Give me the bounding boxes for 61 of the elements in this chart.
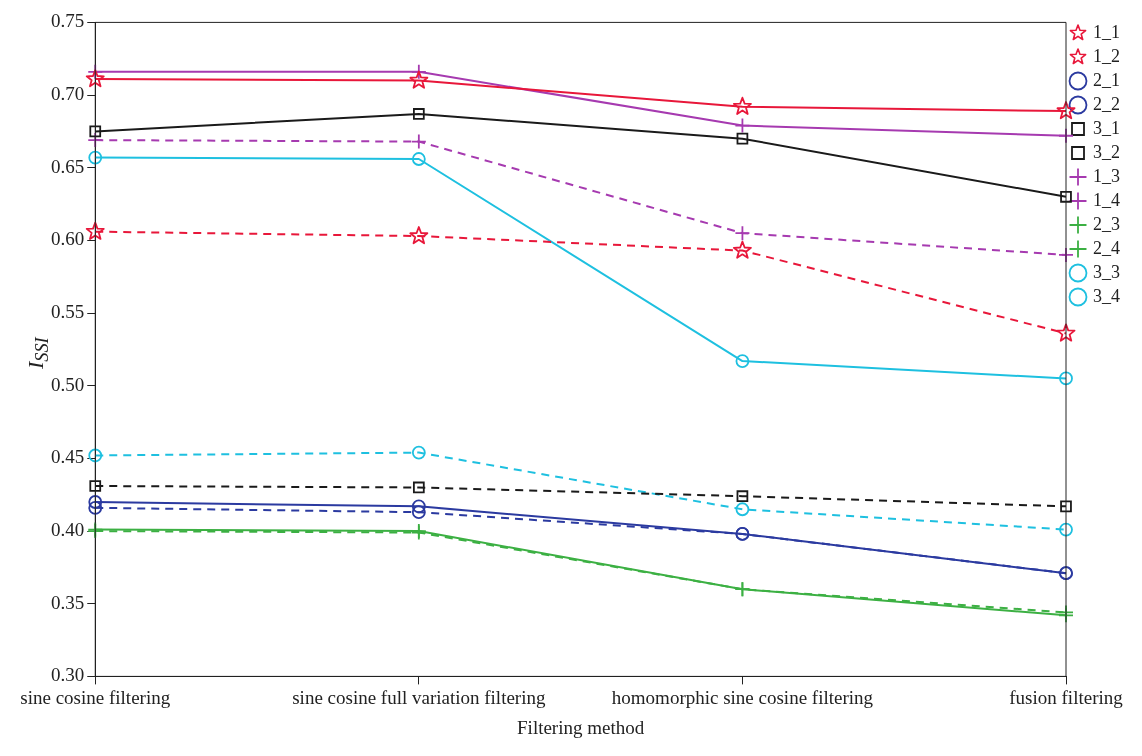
point: [1056, 323, 1076, 342]
point: [88, 150, 103, 165]
x-tick-label: sine cosine filtering: [20, 686, 171, 708]
point: [88, 448, 103, 463]
x-tick-label: sine cosine full variation filtering: [292, 686, 546, 708]
point: [736, 490, 749, 503]
legend-label: 3_3: [1093, 261, 1120, 282]
point: [411, 445, 426, 460]
y-tick-label: 0.70: [51, 83, 85, 105]
y-tick-label: 0.45: [51, 446, 85, 468]
legend-label: 2_2: [1093, 93, 1120, 114]
point: [410, 63, 427, 80]
y-tick-label: 0.55: [51, 301, 85, 323]
point: [410, 133, 427, 150]
point: [412, 108, 425, 120]
legend-label: 1_1: [1093, 21, 1120, 42]
y-tick-label: 0.75: [51, 10, 85, 32]
point: [411, 499, 426, 514]
point: [1060, 190, 1072, 203]
point: [87, 132, 104, 149]
point: [1059, 522, 1073, 537]
point: [411, 505, 426, 520]
point: [1056, 101, 1076, 120]
x-tick-label: homomorphic sine cosine filtering: [611, 686, 874, 708]
y-tick-label: 0.30: [51, 664, 85, 686]
legend-label: 1_4: [1093, 189, 1120, 210]
point: [88, 500, 103, 515]
y-tick-label: 0.65: [51, 155, 85, 177]
point: [87, 63, 104, 80]
point: [734, 117, 751, 134]
legend-label: 1_2: [1093, 45, 1120, 66]
legend-label: 2_4: [1093, 237, 1120, 258]
point: [1060, 500, 1072, 513]
point: [85, 221, 105, 240]
legend-label: 3_2: [1093, 141, 1120, 162]
legend-label: 3_1: [1093, 117, 1120, 138]
y-tick-label: 0.60: [51, 228, 85, 250]
x-axis-title: Filtering method: [517, 716, 645, 738]
legend-label: 3_4: [1093, 285, 1120, 306]
point: [85, 69, 105, 88]
legend-label: 2_1: [1093, 69, 1120, 90]
point: [411, 152, 426, 166]
point: [88, 495, 103, 509]
point: [1059, 371, 1073, 386]
y-tick-label: 0.35: [51, 591, 85, 613]
legend-label: 2_3: [1093, 213, 1120, 234]
x-tick-label: fusion filtering: [1009, 686, 1124, 708]
point: [732, 240, 752, 259]
point: [735, 502, 750, 517]
point: [89, 480, 102, 492]
point: [412, 481, 425, 494]
y-tick-label: 0.50: [51, 373, 85, 395]
point: [732, 96, 752, 115]
legend-label: 1_3: [1093, 165, 1120, 186]
point: [409, 226, 429, 245]
y-tick-label: 0.40: [51, 519, 85, 541]
point: [409, 70, 429, 89]
point: [736, 132, 749, 145]
point: [734, 225, 751, 242]
point: [735, 354, 750, 368]
point: [89, 125, 102, 138]
